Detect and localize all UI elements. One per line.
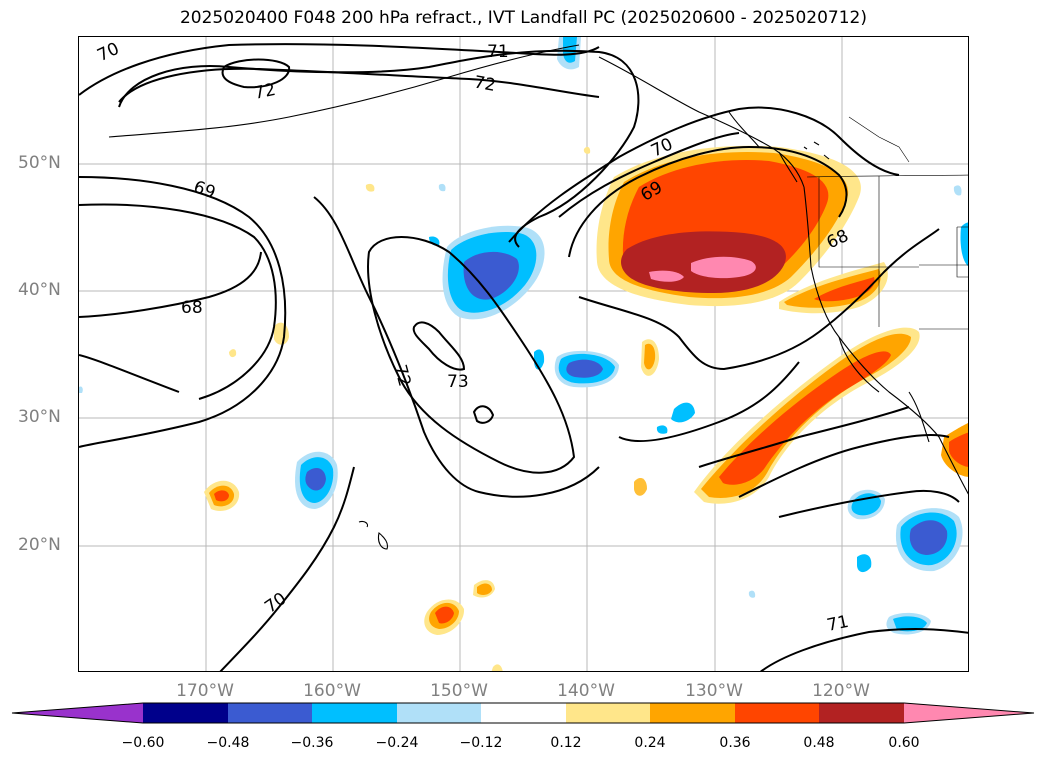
colorbar-tick-label: 0.48	[803, 735, 835, 751]
lat-label: 40°N	[18, 280, 61, 300]
lon-label: 160°W	[303, 681, 361, 701]
colorbar-tick-label: −0.12	[459, 735, 503, 751]
colorbar-tick-label: −0.36	[290, 735, 334, 751]
map-title: 2025020400 F048 200 hPa refract., IVT La…	[179, 8, 867, 28]
lon-label: 130°W	[685, 681, 743, 701]
colorbar-tick-label: 0.36	[719, 735, 751, 751]
political-borders	[806, 116, 968, 330]
colorbar-tick-label: −0.48	[206, 735, 250, 751]
lon-label: 150°W	[430, 681, 488, 701]
colorbar-swatch	[481, 703, 566, 723]
colorbar-swatch	[819, 703, 904, 723]
contour-label: 71	[825, 612, 850, 636]
contour-label: 68	[181, 298, 203, 318]
contour-label: 72	[390, 363, 415, 389]
colorbar-swatch	[228, 703, 312, 723]
contour-label: 71	[487, 42, 509, 62]
contour-label: 72	[252, 80, 277, 104]
negative-ivt-shading	[79, 37, 968, 635]
contour-label: 69	[191, 177, 218, 203]
map-panel: 70 71 72 72 70 69 69 68 68 72 73 70 71	[78, 36, 969, 672]
lat-label: 50°N	[18, 153, 61, 173]
colorbar-tick-label: 0.60	[888, 735, 920, 751]
positive-ivt-shading	[204, 145, 968, 671]
colorbar-tick-label: −0.24	[375, 735, 419, 751]
colorbar-swatch	[650, 703, 735, 723]
refractivity-contours	[79, 43, 968, 671]
colorbar	[11, 702, 1035, 724]
colorbar-swatch	[312, 703, 397, 723]
map-canvas: 70 71 72 72 70 69 69 68 68 72 73 70 71	[79, 37, 968, 671]
colorbar-tick-label: 0.24	[634, 735, 666, 751]
colorbar-tick-label: 0.12	[550, 735, 582, 751]
graticule	[79, 37, 968, 671]
colorbar-swatch	[735, 703, 819, 723]
colorbar-swatch-below	[12, 703, 143, 723]
lat-label: 20°N	[18, 535, 61, 555]
colorbar-swatch	[143, 703, 228, 723]
colorbar-swatch	[566, 703, 650, 723]
contour-label: 70	[261, 589, 290, 618]
lat-label: 30°N	[18, 407, 61, 427]
coastlines	[108, 44, 968, 550]
contour-label: 70	[94, 39, 122, 66]
colorbar-swatch-above	[904, 703, 1034, 723]
colorbar-tick-label: −0.60	[121, 735, 165, 751]
contour-label: 72	[472, 72, 497, 95]
lon-label: 140°W	[557, 681, 615, 701]
contour-label: 73	[447, 372, 469, 392]
lon-label: 120°W	[812, 681, 870, 701]
lon-label: 170°W	[176, 681, 234, 701]
colorbar-swatch	[397, 703, 481, 723]
